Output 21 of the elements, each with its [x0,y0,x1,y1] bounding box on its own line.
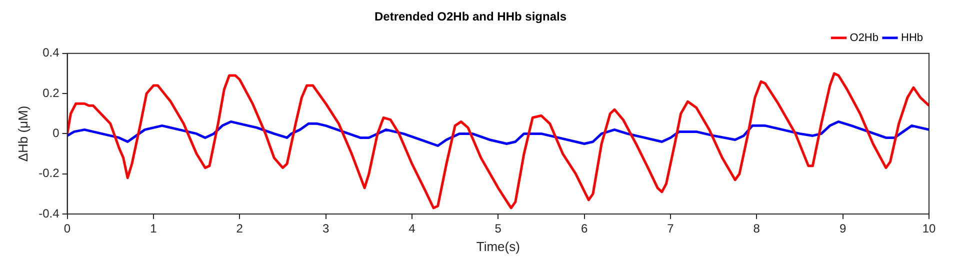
y-tick-label: 0.4 [42,46,60,60]
y-tick-label: -0.4 [38,206,60,220]
legend-label: HHb [900,32,924,44]
x-tick-label: 1 [150,222,158,236]
x-tick-label: 3 [322,222,330,236]
x-tick-label: 9 [839,222,846,236]
x-tick-label: 10 [922,222,936,236]
y-axis-title: ΔHb (μM) [15,106,30,162]
y-tick-label: 0 [52,126,60,140]
x-tick-label: 4 [408,222,416,236]
chart-title: Detrended O2Hb and HHb signals [374,10,567,24]
x-tick-label: 5 [494,222,502,236]
x-tick-label: 7 [667,222,674,236]
x-axis-title: Time(s) [476,238,520,254]
x-tick-label: 0 [64,222,71,236]
y-tick-label: 0.2 [42,86,60,100]
x-tick-label: 6 [580,222,588,236]
y-tick-label: -0.2 [38,166,60,180]
legend-label: O2Hb [850,32,879,44]
x-tick-label: 8 [753,222,760,236]
x-tick-label: 2 [236,222,244,236]
